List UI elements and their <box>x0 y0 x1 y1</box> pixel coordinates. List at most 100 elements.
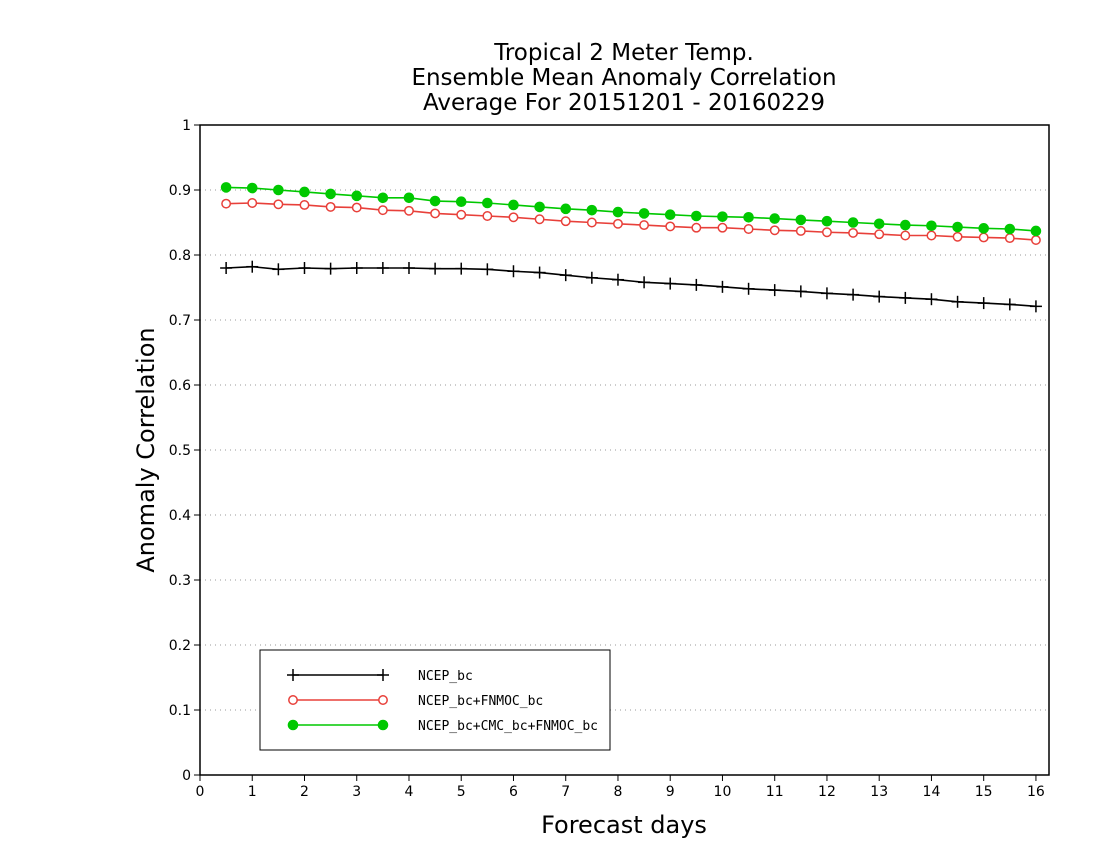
data-point <box>272 263 285 276</box>
legend-label: NCEP_bc+FNMOC_bc <box>418 694 543 709</box>
data-point <box>847 217 859 228</box>
data-point <box>533 266 546 279</box>
data-point <box>847 288 860 301</box>
data-point <box>926 220 937 232</box>
data-point <box>613 218 623 229</box>
legend-item: NCEP_bc <box>287 669 473 684</box>
legend-item: NCEP_bc+CMC_bc+FNMOC_bc <box>287 719 598 734</box>
data-point <box>639 220 650 231</box>
data-point <box>325 188 336 200</box>
data-point <box>586 217 597 228</box>
data-point <box>325 201 336 212</box>
data-point <box>507 265 520 278</box>
y-tick-label: 1 <box>182 118 191 134</box>
legend-marker <box>378 695 388 705</box>
data-point <box>1030 225 1042 237</box>
y-tick-label: 0.3 <box>169 573 191 589</box>
data-point <box>508 199 519 211</box>
data-point <box>952 231 963 242</box>
x-tick-label: 6 <box>509 784 518 800</box>
x-tick-label: 16 <box>1027 784 1045 800</box>
data-point <box>377 205 388 216</box>
x-tick-label: 13 <box>870 784 888 800</box>
data-point <box>404 205 414 216</box>
data-point <box>900 230 911 241</box>
legend-marker <box>288 695 298 705</box>
data-point <box>794 285 807 298</box>
data-point <box>716 280 729 293</box>
data-point <box>455 262 468 275</box>
data-point <box>403 192 415 204</box>
data-point <box>273 199 284 210</box>
legend-item: NCEP_bc+FNMOC_bc <box>288 694 543 709</box>
data-point <box>246 182 258 194</box>
x-tick-label: 8 <box>614 784 623 800</box>
data-point <box>299 186 310 198</box>
legend-marker <box>377 719 389 731</box>
data-point <box>952 221 963 233</box>
data-point <box>717 222 728 233</box>
data-point <box>1030 235 1041 246</box>
data-point <box>977 297 990 310</box>
data-point <box>743 212 754 223</box>
data-point <box>951 295 964 308</box>
data-point <box>273 184 284 196</box>
data-point <box>925 293 938 306</box>
data-point <box>978 223 989 234</box>
data-point <box>585 271 598 284</box>
series-layer <box>220 182 1042 313</box>
x-tick-label: 10 <box>714 784 732 800</box>
data-point <box>560 203 572 215</box>
data-point <box>1029 300 1042 313</box>
x-tick-label: 2 <box>300 784 309 800</box>
chart-title: Tropical 2 Meter Temp. Ensemble Mean Ano… <box>411 40 836 116</box>
data-point <box>246 260 259 273</box>
chart-title-line-3: Average For 20151201 - 20160229 <box>423 90 825 116</box>
legend-marker <box>377 669 389 681</box>
data-point <box>351 202 362 213</box>
y-tick-label: 0.4 <box>169 508 191 524</box>
x-tick-label: 1 <box>248 784 257 800</box>
data-point <box>874 229 885 240</box>
legend: NCEP_bc NCEP_bc+FNMOC_bc NCEP_bc+CMC_bc+FN… <box>259 649 611 751</box>
data-point <box>611 273 624 286</box>
data-point <box>795 226 806 236</box>
data-point <box>324 262 337 275</box>
data-point <box>768 284 781 297</box>
data-point <box>534 201 545 213</box>
y-tick-label: 0.7 <box>169 313 191 329</box>
x-tick-label: 11 <box>766 784 784 800</box>
data-point <box>247 198 258 208</box>
x-tick-label: 7 <box>561 784 570 800</box>
data-point <box>769 213 781 224</box>
data-point <box>455 196 467 207</box>
data-point <box>1003 298 1016 311</box>
x-tick-label: 3 <box>352 784 361 800</box>
legend-marker <box>287 719 299 731</box>
data-point <box>612 206 624 218</box>
data-point <box>926 230 937 241</box>
data-point <box>717 211 728 222</box>
data-point <box>900 219 911 231</box>
data-point <box>795 214 807 226</box>
data-point <box>559 269 572 282</box>
x-axis: 0 1 2 3 4 5 6 7 8 9 10 11 12 13 14 15 16 <box>196 775 1045 800</box>
series-2 <box>221 198 1041 246</box>
series-3 <box>220 182 1042 237</box>
data-point <box>1004 223 1016 235</box>
data-point <box>221 198 232 209</box>
data-point <box>1004 233 1015 244</box>
y-tick-label: 0.2 <box>169 638 191 654</box>
data-point <box>586 204 598 216</box>
data-point <box>377 192 389 204</box>
x-tick-label: 0 <box>196 784 205 800</box>
y-tick-label: 0 <box>182 768 191 784</box>
data-point <box>560 216 571 227</box>
x-tick-label: 5 <box>457 784 466 800</box>
y-tick-label: 0.9 <box>169 183 191 199</box>
data-point <box>376 262 389 274</box>
data-point <box>822 227 832 238</box>
data-point <box>638 276 651 289</box>
y-tick-label: 0.5 <box>169 443 191 459</box>
